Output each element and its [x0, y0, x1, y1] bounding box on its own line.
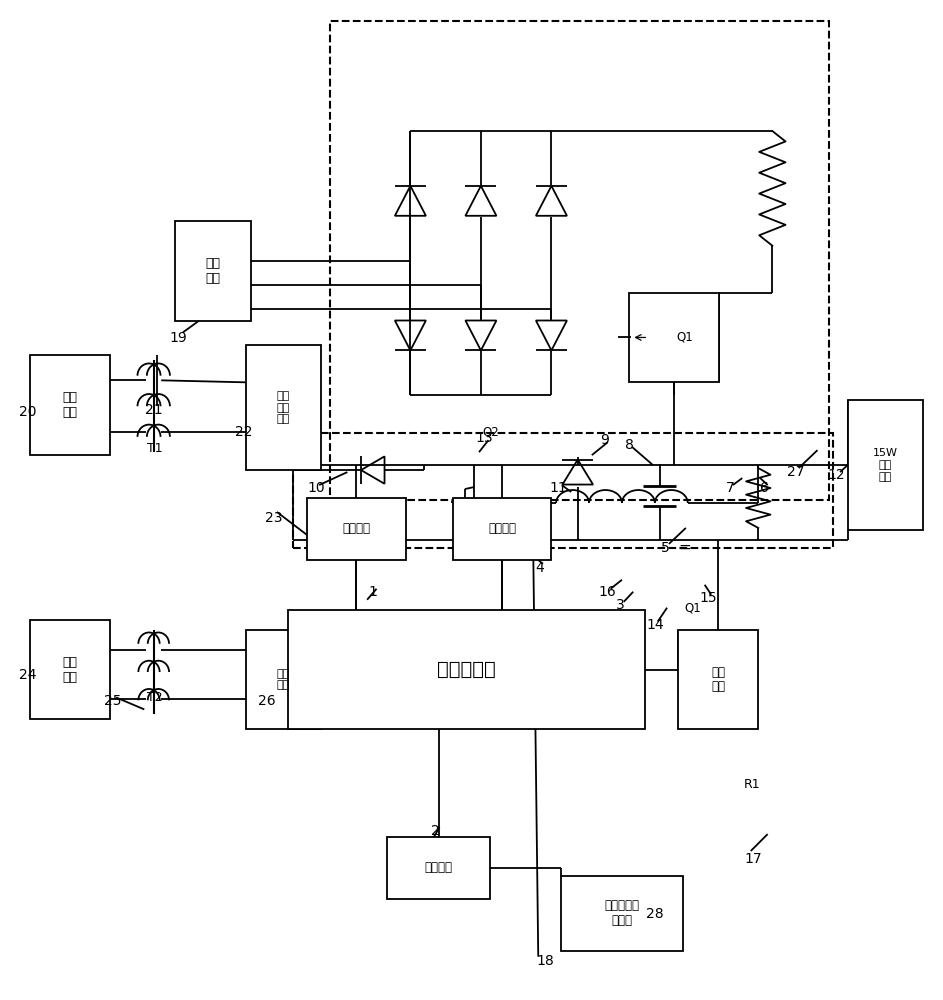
Text: 3: 3: [616, 598, 624, 612]
Text: 电压
检测: 电压 检测: [711, 666, 725, 694]
Text: Q2: Q2: [482, 426, 499, 439]
Text: 22: 22: [235, 425, 253, 439]
Text: Q1: Q1: [676, 331, 693, 344]
Text: 26: 26: [257, 694, 275, 708]
Bar: [678, 630, 758, 729]
Text: 驱动电路: 驱动电路: [488, 522, 516, 535]
Text: 27: 27: [787, 465, 804, 479]
Bar: [561, 876, 683, 951]
Text: 稳压电源: 稳压电源: [342, 522, 371, 535]
Text: 弹体姿态解
算装置: 弹体姿态解 算装置: [604, 899, 639, 927]
Bar: [293, 433, 834, 548]
Bar: [387, 837, 490, 899]
Text: 数字控制器: 数字控制器: [438, 660, 496, 679]
Bar: [453, 498, 552, 560]
Text: 12: 12: [828, 468, 845, 482]
Text: 15: 15: [700, 591, 718, 605]
Text: R1: R1: [743, 778, 760, 791]
Bar: [246, 630, 321, 729]
Text: 15W
功率
输出: 15W 功率 输出: [872, 448, 898, 482]
Text: Q1: Q1: [684, 601, 701, 614]
Text: 4: 4: [535, 561, 543, 575]
Bar: [330, 21, 829, 500]
Text: 16: 16: [598, 585, 616, 599]
Text: 检测
电路: 检测 电路: [277, 669, 290, 690]
Text: 19: 19: [170, 331, 187, 345]
Text: T2: T2: [147, 691, 162, 704]
Bar: [630, 293, 719, 382]
Bar: [29, 355, 109, 455]
Text: 11: 11: [549, 481, 567, 495]
Text: 检测
绕组: 检测 绕组: [62, 656, 77, 684]
Text: 5: 5: [661, 541, 670, 555]
Bar: [848, 400, 923, 530]
Bar: [29, 620, 109, 719]
Text: 7: 7: [726, 481, 735, 495]
Bar: [307, 498, 405, 560]
Text: 发电
绕组: 发电 绕组: [62, 391, 77, 419]
Text: 25: 25: [104, 694, 121, 708]
Text: 21: 21: [145, 403, 162, 417]
Bar: [246, 345, 321, 470]
Text: 6: 6: [760, 481, 769, 495]
Text: 24: 24: [19, 668, 37, 682]
Text: 2: 2: [431, 824, 440, 838]
Bar: [289, 610, 645, 729]
Text: 8: 8: [625, 438, 634, 452]
Bar: [175, 221, 251, 320]
Text: 28: 28: [646, 907, 664, 921]
Text: 14: 14: [646, 618, 664, 632]
Text: T1: T1: [147, 442, 162, 455]
Text: 18: 18: [536, 954, 554, 968]
Text: =: =: [679, 539, 691, 554]
Text: 控制
绕组: 控制 绕组: [206, 257, 221, 285]
Text: 单相
不控
整流: 单相 不控 整流: [277, 391, 290, 424]
Text: 1: 1: [369, 585, 377, 599]
Text: 17: 17: [745, 852, 762, 866]
Text: 23: 23: [265, 511, 283, 525]
Text: 20: 20: [19, 405, 37, 419]
Text: 通信电路: 通信电路: [424, 861, 453, 874]
Text: 10: 10: [307, 481, 325, 495]
Text: 9: 9: [601, 433, 609, 447]
Text: 13: 13: [476, 431, 493, 445]
